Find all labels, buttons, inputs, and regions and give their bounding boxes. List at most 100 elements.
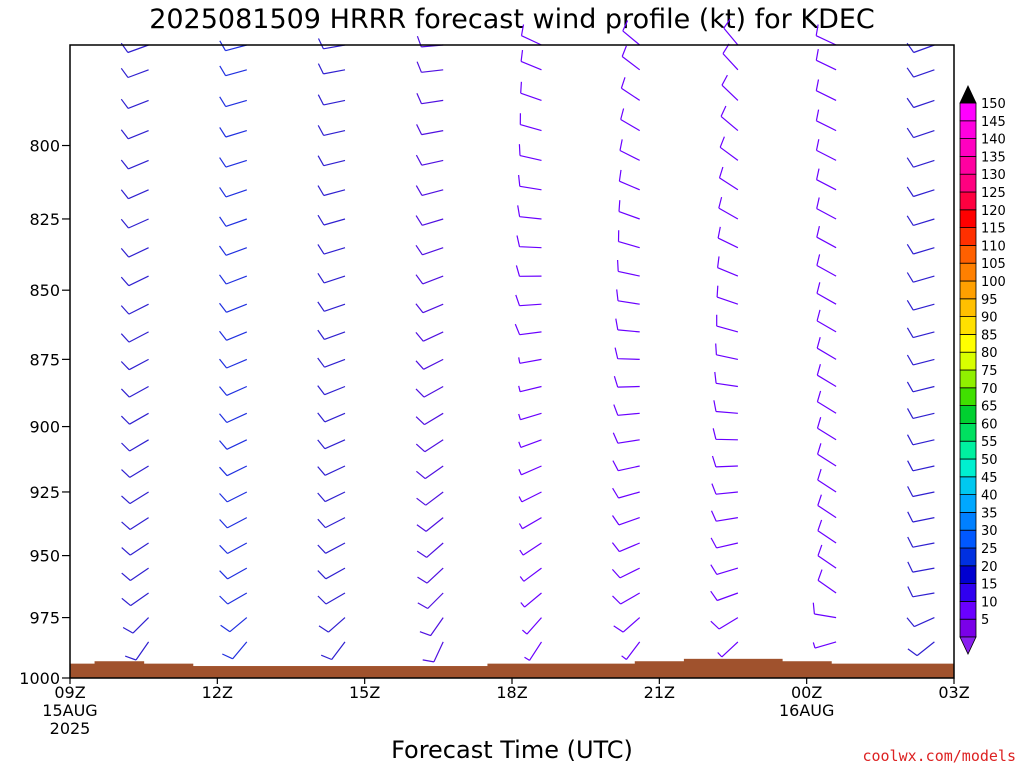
wind-barb bbox=[612, 515, 640, 526]
colorbar-swatch bbox=[959, 618, 977, 638]
wind-barb bbox=[906, 327, 935, 339]
wind-barb bbox=[717, 641, 739, 658]
colorbar-swatch bbox=[959, 405, 977, 424]
wind-barb bbox=[618, 200, 640, 220]
wind-barb bbox=[415, 244, 444, 256]
colorbar-label: 80 bbox=[981, 346, 998, 361]
wind-barb bbox=[220, 617, 248, 633]
wind-barb bbox=[517, 205, 542, 220]
wind-barb bbox=[219, 567, 248, 580]
wind-barb bbox=[419, 617, 444, 637]
wind-barb bbox=[120, 218, 149, 229]
colorbar-swatch bbox=[959, 458, 977, 478]
colorbar-swatch bbox=[959, 351, 977, 371]
wind-barb bbox=[816, 390, 837, 414]
wind-barb bbox=[907, 511, 935, 523]
wind-barb bbox=[219, 592, 248, 605]
wind-barb bbox=[317, 155, 346, 167]
wind-barb bbox=[121, 542, 149, 556]
wind-barb bbox=[812, 602, 837, 619]
colorbar-swatch bbox=[959, 547, 977, 567]
wind-barb bbox=[120, 358, 149, 371]
wind-barb bbox=[518, 144, 542, 161]
wind-barb bbox=[619, 139, 640, 161]
wind-barb bbox=[907, 536, 935, 548]
wind-barb bbox=[120, 331, 149, 343]
wind-barb bbox=[816, 282, 837, 305]
wind-barb bbox=[816, 337, 837, 360]
wind-barb bbox=[317, 592, 346, 605]
colorbar-label: 5 bbox=[981, 613, 989, 628]
wind-barb bbox=[617, 259, 640, 277]
wind-barb bbox=[417, 592, 444, 610]
wind-barb bbox=[520, 24, 542, 46]
terrain-layer bbox=[70, 658, 955, 678]
y-tick-label: 1000 bbox=[19, 669, 60, 688]
wind-barb bbox=[906, 127, 935, 139]
wind-barb bbox=[121, 592, 149, 607]
colorbar-label: 140 bbox=[981, 133, 1006, 148]
colorbar-label: 85 bbox=[981, 328, 998, 343]
colorbar-swatch bbox=[959, 298, 977, 317]
terrain-segment bbox=[70, 663, 96, 678]
wind-barb bbox=[515, 294, 542, 307]
wind-barb bbox=[219, 216, 247, 227]
wind-barb bbox=[518, 491, 542, 503]
colorbar-label: 20 bbox=[981, 560, 998, 575]
wind-barb bbox=[815, 79, 837, 101]
wind-barb bbox=[711, 455, 738, 468]
wind-barb bbox=[613, 404, 640, 416]
colorbar-label: 115 bbox=[981, 222, 1006, 237]
terrain-segment bbox=[192, 666, 488, 678]
wind-barb bbox=[906, 354, 935, 366]
wind-barb bbox=[317, 385, 346, 396]
colorbar-label: 30 bbox=[981, 524, 998, 539]
wind-barb bbox=[317, 542, 346, 554]
wind-barb bbox=[906, 243, 935, 255]
x-tick-label: 09Z bbox=[54, 683, 85, 702]
wind-barb bbox=[907, 561, 935, 573]
wind-barb bbox=[222, 641, 248, 660]
wind-barb bbox=[712, 428, 738, 441]
wind-barb bbox=[520, 592, 542, 608]
wind-barb bbox=[817, 519, 837, 544]
wind-barb bbox=[120, 412, 149, 425]
wind-barb bbox=[415, 358, 444, 370]
wind-barb bbox=[219, 517, 248, 529]
colorbar-swatch bbox=[959, 280, 977, 300]
wind-barb bbox=[317, 439, 346, 450]
wind-barb bbox=[317, 412, 346, 423]
wind-barb bbox=[621, 641, 641, 660]
colorbar-label: 45 bbox=[981, 471, 998, 486]
wind-barb bbox=[518, 439, 542, 448]
colorbar-swatch bbox=[959, 138, 977, 157]
wind-barb bbox=[817, 569, 837, 594]
wind-barb bbox=[715, 343, 739, 360]
wind-barb bbox=[722, 43, 739, 71]
colorbar-swatch bbox=[959, 422, 977, 442]
terrain-segment bbox=[634, 661, 685, 678]
wind-barb bbox=[122, 617, 150, 634]
colorbar-swatch bbox=[959, 512, 977, 531]
colorbar-swatch bbox=[959, 209, 977, 229]
colorbar-swatch bbox=[959, 440, 977, 460]
colorbar-label: 135 bbox=[981, 150, 1006, 165]
wind-barb bbox=[710, 510, 738, 522]
wind-barb bbox=[520, 50, 542, 71]
y-tick-label: 925 bbox=[29, 483, 60, 502]
wind-barb bbox=[817, 494, 837, 519]
wind-barb bbox=[906, 381, 935, 393]
wind-barb bbox=[612, 592, 640, 605]
wind-barb bbox=[320, 641, 346, 661]
wind-barb bbox=[415, 303, 444, 314]
wind-barb bbox=[518, 385, 542, 393]
y-tick-label: 975 bbox=[29, 609, 60, 628]
wind-barb bbox=[416, 465, 444, 480]
colorbar-swatch bbox=[959, 227, 977, 246]
wind-barb bbox=[120, 67, 149, 79]
wind-barb bbox=[121, 465, 149, 478]
wind-barb bbox=[617, 230, 640, 249]
wind-barb bbox=[906, 157, 935, 168]
wind-barb bbox=[613, 376, 640, 388]
wind-barb bbox=[317, 301, 346, 312]
